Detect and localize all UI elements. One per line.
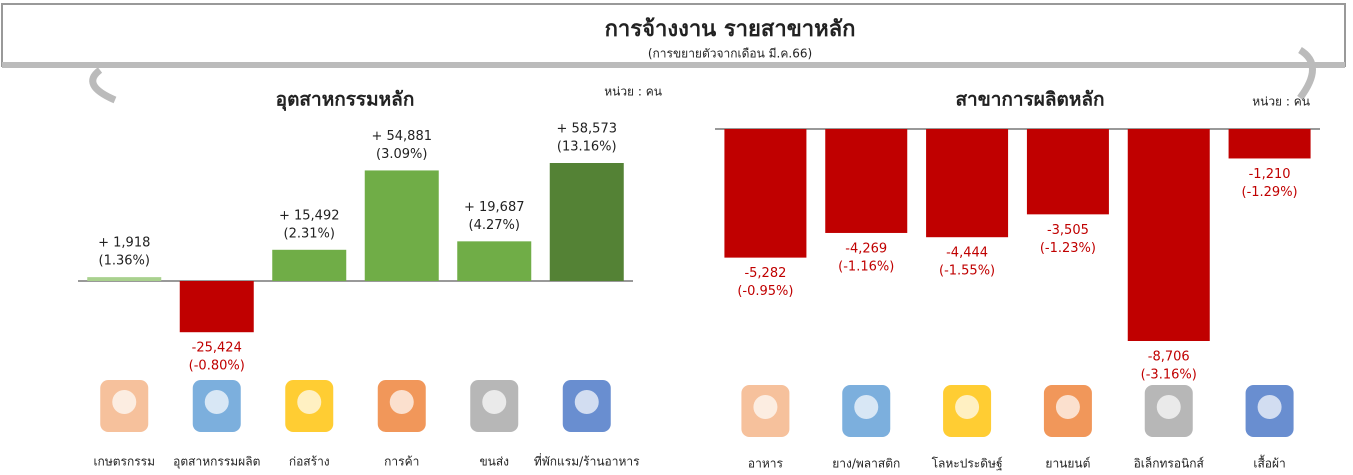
icon-detail: [955, 395, 979, 419]
bar: [1229, 129, 1311, 158]
category-label: เกษตรกรรม: [93, 455, 155, 469]
value-label: + 1,918: [98, 236, 150, 251]
bar: [724, 129, 806, 258]
icon-detail: [297, 390, 321, 414]
value-label: -5,282: [744, 266, 786, 281]
icon-detail: [753, 395, 777, 419]
value-label: -4,444: [946, 246, 988, 261]
pct-label: (13.16%): [557, 140, 617, 155]
category-label: ที่พักแรม/ร้านอาหาร: [534, 453, 640, 469]
pct-label: (1.36%): [99, 254, 150, 269]
chart-title: สาขาการผลิตหลัก: [955, 89, 1104, 111]
category-label: ยาง/พลาสติก: [832, 457, 900, 471]
value-label: + 58,573: [556, 122, 617, 137]
pct-label: (3.09%): [376, 147, 427, 162]
value-label: -4,269: [845, 241, 887, 256]
value-label: + 54,881: [371, 129, 432, 144]
pct-label: (-0.95%): [737, 284, 793, 299]
category-label: อุตสาหกรรมผลิต: [173, 455, 260, 470]
arrow-left: [93, 70, 115, 100]
value-label: + 15,492: [279, 208, 340, 223]
icon-detail: [575, 390, 599, 414]
icon-detail: [390, 390, 414, 414]
value-label: -1,210: [1249, 167, 1291, 182]
infographic: การจ้างงาน รายสาขาหลัก (การขยายตัวจากเดื…: [0, 0, 1353, 475]
pct-label: (-1.23%): [1040, 241, 1096, 256]
bar: [926, 129, 1008, 237]
pct-label: (4.27%): [469, 218, 520, 233]
bar: [1128, 129, 1210, 341]
bar: [550, 163, 624, 281]
icon-detail: [1258, 395, 1282, 419]
bar: [365, 170, 439, 281]
bar: [87, 277, 161, 281]
pct-label: (-1.55%): [939, 264, 995, 279]
header-title: การจ้างงาน รายสาขาหลัก: [605, 17, 856, 42]
category-label: เสื้อผ้า: [1253, 455, 1285, 471]
icon-detail: [854, 395, 878, 419]
category-label: อาหาร: [748, 457, 784, 471]
bar: [1027, 129, 1109, 214]
pct-label: (-0.80%): [189, 359, 245, 374]
header-subtitle: (การขยายตัวจากเดือน มี.ค.66): [648, 47, 812, 61]
pct-label: (2.31%): [284, 226, 335, 241]
unit-label: หน่วย : คน: [604, 85, 662, 99]
bar: [272, 250, 346, 281]
value-label: + 19,687: [464, 200, 525, 215]
value-label: -3,505: [1047, 223, 1089, 238]
header-shadow: [2, 62, 1345, 68]
pct-label: (-1.16%): [838, 259, 894, 274]
category-label: การค้า: [384, 455, 419, 469]
value-label: -8,706: [1148, 350, 1190, 365]
icon-detail: [482, 390, 506, 414]
bar: [457, 241, 531, 281]
icon-detail: [1056, 395, 1080, 419]
value-label: -25,424: [192, 341, 242, 356]
category-label: ยานยนต์: [1045, 457, 1090, 471]
bar: [180, 281, 254, 332]
icon-detail: [1157, 395, 1181, 419]
category-label: ก่อสร้าง: [289, 455, 330, 469]
pct-label: (-3.16%): [1141, 368, 1197, 383]
category-label: โลหะประดิษฐ์: [932, 457, 1003, 471]
unit-label: หน่วย : คน: [1252, 95, 1310, 109]
icon-detail: [112, 390, 136, 414]
pct-label: (-1.29%): [1242, 185, 1298, 200]
icon-detail: [205, 390, 229, 414]
chart-title: อุตสาหกรรมหลัก: [276, 89, 415, 112]
category-label: ขนส่ง: [479, 455, 509, 469]
category-label: อิเล็กทรอนิกส์: [1134, 456, 1205, 471]
bar: [825, 129, 907, 233]
